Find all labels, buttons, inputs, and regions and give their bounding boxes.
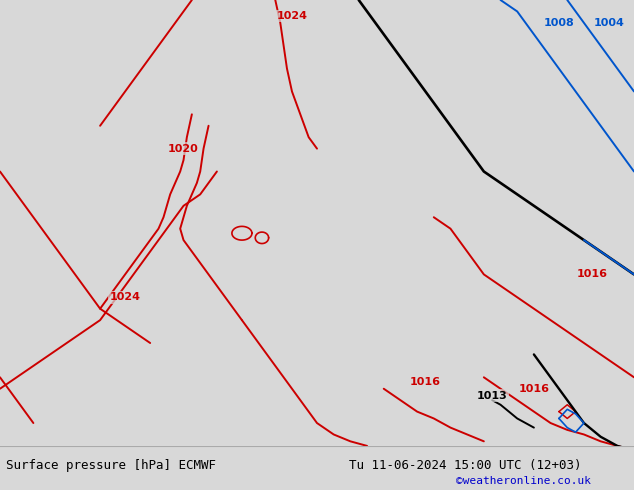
Text: 1004: 1004 bbox=[593, 18, 624, 28]
Text: 1016: 1016 bbox=[410, 377, 441, 387]
Text: 1016: 1016 bbox=[519, 384, 550, 394]
Text: Tu 11-06-2024 15:00 UTC (12+03): Tu 11-06-2024 15:00 UTC (12+03) bbox=[349, 459, 581, 472]
Text: 1016: 1016 bbox=[577, 270, 608, 279]
Text: 1024: 1024 bbox=[110, 292, 141, 302]
Text: 1024: 1024 bbox=[276, 11, 307, 21]
Text: 1008: 1008 bbox=[543, 18, 574, 28]
Text: ©weatheronline.co.uk: ©weatheronline.co.uk bbox=[456, 476, 592, 486]
Text: 1013: 1013 bbox=[477, 391, 508, 401]
Text: 1020: 1020 bbox=[168, 144, 199, 154]
Text: Surface pressure [hPa] ECMWF: Surface pressure [hPa] ECMWF bbox=[6, 459, 216, 472]
